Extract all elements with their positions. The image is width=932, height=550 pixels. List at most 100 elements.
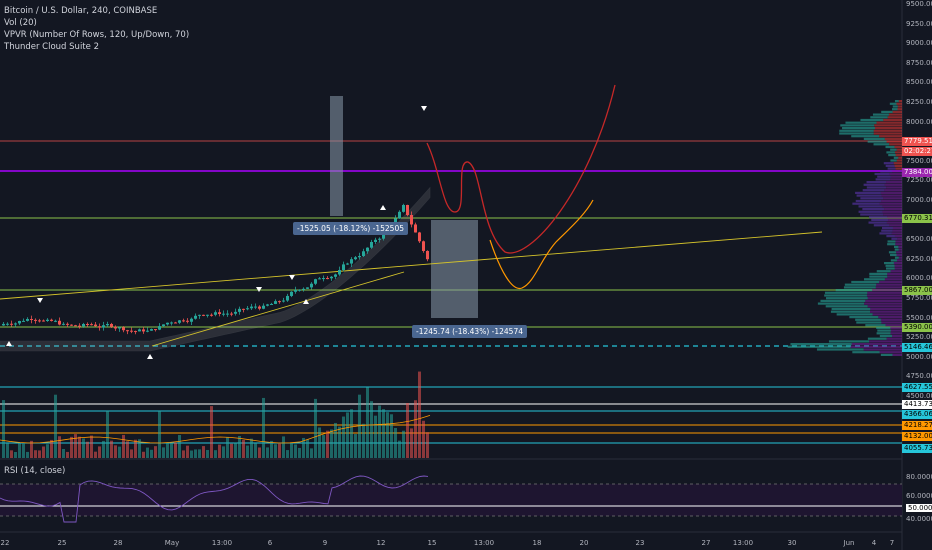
vpvr-bar [890,253,897,257]
time-axis-label: 4 [871,539,877,547]
candle-body [114,326,117,329]
candle-body [74,325,77,327]
vpvr-bar [896,259,902,262]
vpvr-bar [879,334,893,338]
vpvr-bar [856,321,882,324]
candle-body [170,322,173,324]
time-axis-label: 23 [635,539,645,547]
candle-body [158,326,161,330]
vpvr-bar [893,162,902,165]
vpvr-bar [880,353,893,356]
vpvr-bar [894,151,902,154]
vpvr-bar [873,224,890,227]
candle-body [142,329,145,332]
candle-body [334,274,337,277]
measure-box-bottom[interactable]: -1245.74 (-18.43%) -124574 [412,325,527,338]
vpvr-bar [873,132,902,135]
volume-bar [42,446,45,458]
candle-body [154,329,157,331]
vpvr-bar [885,324,902,327]
volume-bar [378,405,381,458]
volume-bar [310,448,313,458]
volume-bar [62,448,65,458]
vpvr-bar [876,332,891,335]
volume-bar [234,442,237,458]
vpvr-bar [884,262,894,265]
symbol-title[interactable]: Bitcoin / U.S. Dollar, 240, COINBASE [4,6,158,16]
candle-body [130,330,133,332]
vpvr-indicator-label[interactable]: VPVR (Number Of Rows, 120, Up/Down, 70) [4,30,190,40]
volume-bar [106,410,109,458]
volume-bar [6,443,9,458]
vpvr-bar [865,324,886,327]
volume-bar [10,450,13,458]
rsi-indicator-label[interactable]: RSI (14, close) [4,466,66,476]
vpvr-bar [787,345,851,348]
volume-bar [246,445,249,458]
volume-bar [210,406,213,458]
candle-body [210,314,213,316]
volume-bar [162,447,165,458]
vpvr-bar [894,248,899,251]
vpvr-bar [880,318,902,321]
candle-body [426,250,429,260]
vpvr-bar [885,145,895,149]
candle-body [54,320,57,322]
price-tag: 7779.51 [902,137,932,146]
vpvr-bar [879,232,892,235]
volume-bar [134,439,137,458]
candle-body [150,329,153,331]
candle-body [342,264,345,270]
vpvr-bar [886,221,902,224]
candle-body [186,320,189,322]
vpvr-bar [890,178,902,181]
volume-bar [298,447,301,458]
rsi-line [0,475,429,523]
candle-body [266,304,269,306]
volume-bar [330,429,333,458]
volume-bar [342,416,345,458]
candle-body [422,241,425,251]
vpvr-bar [858,210,883,213]
candle-body [230,313,233,315]
volume-bar [358,394,361,458]
volume-bar [58,436,61,458]
candle-body [182,320,185,322]
volume-bar [326,430,329,458]
volume-bar [70,436,73,458]
vpvr-bar [891,232,902,235]
ma-cloud [0,186,431,352]
vpvr-bar [870,310,902,313]
candle-body [402,204,405,212]
vpvr-bar [895,167,902,170]
signal-marker [256,287,262,292]
time-axis-label: May [164,539,180,547]
volume-bar [74,434,77,458]
candle-body [90,324,93,326]
vpvr-bar [892,353,902,356]
candle-body [106,323,109,326]
price-axis-label: 8250.00 [906,98,932,106]
vpvr-bar [867,140,887,143]
vpvr-bar [843,286,876,289]
volume-bar [242,439,245,458]
vpvr-bar [817,302,865,305]
vpvr-bar [869,275,888,278]
time-axis-label: 9 [322,539,328,547]
measure-box-top[interactable]: -1525.05 (-18.12%) -152505 [293,222,408,235]
vpvr-bar [862,189,885,192]
vpvr-bar [894,264,902,267]
vpvr-bar [820,299,866,302]
vpvr-bar [897,237,902,240]
volume-bar [154,446,157,458]
volume-bar [418,371,421,458]
volume-bar [230,443,233,458]
vpvr-bar [852,351,880,354]
volume-bar [394,427,397,458]
rsi-axis-label: 40.0000 [906,515,932,523]
vpvr-bar [860,118,884,122]
thunder-cloud-indicator-label[interactable]: Thunder Cloud Suite 2 [4,42,99,52]
candle-body [318,278,321,280]
volume-indicator-label[interactable]: Vol (20) [4,18,37,28]
